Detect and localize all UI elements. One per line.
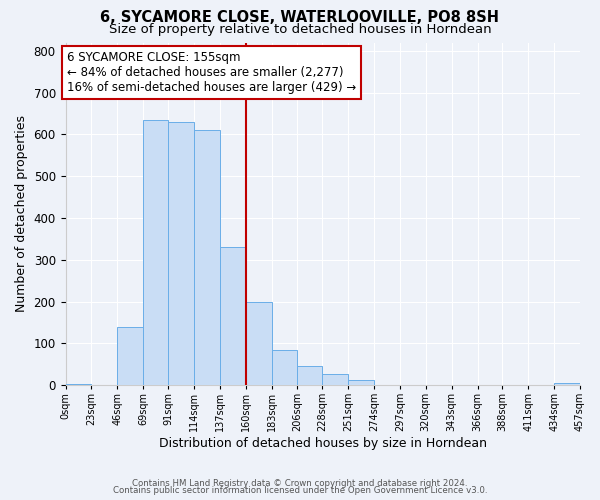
Bar — [554, 384, 580, 385]
Text: Contains HM Land Registry data © Crown copyright and database right 2024.: Contains HM Land Registry data © Crown c… — [132, 478, 468, 488]
X-axis label: Distribution of detached houses by size in Horndean: Distribution of detached houses by size … — [159, 437, 487, 450]
Bar — [322, 374, 348, 385]
Bar — [65, 384, 91, 385]
Text: Size of property relative to detached houses in Horndean: Size of property relative to detached ho… — [109, 22, 491, 36]
Bar — [348, 380, 374, 385]
Bar — [168, 122, 194, 385]
Text: 6 SYCAMORE CLOSE: 155sqm
← 84% of detached houses are smaller (2,277)
16% of sem: 6 SYCAMORE CLOSE: 155sqm ← 84% of detach… — [67, 51, 356, 94]
Text: 6, SYCAMORE CLOSE, WATERLOOVILLE, PO8 8SH: 6, SYCAMORE CLOSE, WATERLOOVILLE, PO8 8S… — [101, 10, 499, 25]
Y-axis label: Number of detached properties: Number of detached properties — [15, 116, 28, 312]
Bar — [272, 350, 298, 385]
Bar — [298, 366, 322, 385]
Bar — [245, 302, 272, 385]
Text: Contains public sector information licensed under the Open Government Licence v3: Contains public sector information licen… — [113, 486, 487, 495]
Bar — [220, 247, 245, 385]
Bar — [194, 130, 220, 385]
Bar — [143, 120, 168, 385]
Bar — [118, 326, 143, 385]
